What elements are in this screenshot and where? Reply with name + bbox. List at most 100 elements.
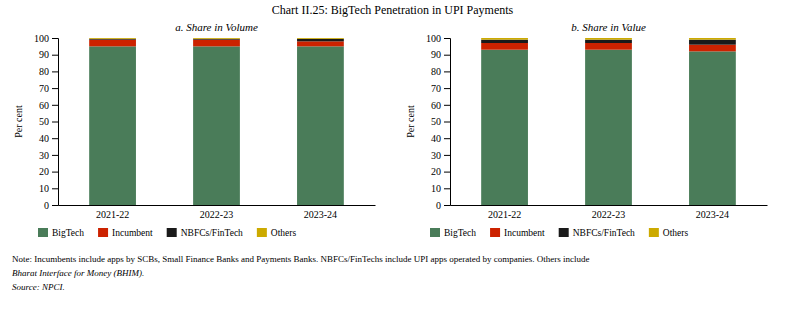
axis-line: [444, 39, 451, 206]
tick-mark: [444, 155, 450, 156]
tick-label: 2023-24: [696, 209, 729, 220]
legend-swatch: [649, 228, 659, 237]
tick-mark: [52, 172, 58, 173]
y-axis-title: Per cent: [13, 105, 24, 138]
tick: 90: [431, 49, 450, 60]
legend-item: NBFCs/FinTech: [167, 228, 243, 238]
tick-mark: [52, 55, 58, 56]
tick: 90: [39, 49, 58, 60]
bar: [193, 38, 240, 39]
tick-label: 60: [39, 100, 49, 111]
tick-label: 60: [431, 100, 441, 111]
tick: 10: [39, 183, 58, 194]
tick-mark: [444, 38, 450, 39]
tick: 20: [39, 166, 58, 177]
bar: [585, 50, 632, 205]
legend-label: BigTech: [444, 228, 476, 238]
bar: [481, 50, 528, 205]
tick: 50: [431, 116, 450, 127]
tick-mark: [52, 122, 58, 123]
bar: [193, 46, 240, 205]
tick-mark: [444, 105, 450, 106]
tick: 2022-23: [592, 209, 625, 220]
legend-item: Incumbent: [490, 228, 545, 238]
bar: [585, 40, 632, 43]
y-axis: 0102030405060708090100: [426, 33, 451, 211]
series: [89, 46, 344, 205]
tick-label: 70: [431, 83, 441, 94]
annotation: Source: NPCI.: [12, 282, 65, 292]
series: [481, 38, 736, 40]
subtitle: b. Share in Value: [571, 21, 646, 33]
legend-swatch: [167, 228, 177, 237]
legend-swatch: [98, 228, 108, 237]
tick-mark: [52, 105, 58, 106]
tick: 2021-22: [96, 209, 129, 220]
tick-mark: [52, 155, 58, 156]
title: Chart II.25: BigTech Penetration in UPI …: [272, 3, 514, 17]
tick-label: 80: [39, 66, 49, 77]
annotation: Note: Incumbents include apps by SCBs, S…: [12, 254, 590, 264]
tick-mark: [52, 138, 58, 139]
panel: b. Share in Value01020304050607080901002…: [405, 21, 768, 238]
tick-label: 30: [431, 150, 441, 161]
tick-label: 50: [431, 116, 441, 127]
tick-label: 100: [426, 33, 441, 44]
legend-swatch: [38, 228, 48, 237]
tick-mark: [444, 205, 450, 206]
y-axis: 0102030405060708090100: [34, 33, 59, 211]
legend-item: BigTech: [38, 228, 84, 238]
tick-mark: [52, 205, 58, 206]
tick: 100: [34, 33, 58, 44]
tick: 30: [431, 150, 450, 161]
series: [481, 40, 736, 45]
series: [89, 40, 344, 47]
tick-label: 40: [39, 133, 49, 144]
legend-item: BigTech: [430, 228, 476, 238]
y-axis-title: Per cent: [405, 105, 416, 138]
tick-mark: [444, 88, 450, 89]
chart-root: Chart II.25: BigTech Penetration in UPI …: [0, 0, 785, 321]
tick-label: 80: [431, 66, 441, 77]
bar: [689, 40, 736, 45]
tick-mark: [52, 188, 58, 189]
legend-swatch: [430, 228, 440, 237]
legend-item: Others: [257, 228, 297, 238]
series: [89, 39, 344, 42]
bar: [689, 51, 736, 205]
axis-line: [52, 39, 59, 206]
bars: [89, 38, 344, 205]
tick-label: 2022-23: [200, 209, 233, 220]
legend-item: NBFCs/FinTech: [559, 228, 635, 238]
tick: 70: [431, 83, 450, 94]
axis-line: [59, 205, 376, 206]
tick-mark: [444, 188, 450, 189]
bar: [297, 39, 344, 42]
bar: [89, 46, 136, 205]
x-axis: 2021-22 2022-23 2023-24: [451, 206, 768, 221]
tick-label: 50: [39, 116, 49, 127]
tick: 2021-22: [488, 209, 521, 220]
bar: [481, 40, 528, 43]
tick: 80: [39, 66, 58, 77]
tick: 80: [431, 66, 450, 77]
legend: BigTechIncumbentNBFCs/FinTechOthers: [38, 228, 296, 238]
tick-mark: [52, 38, 58, 39]
bar: [89, 38, 136, 40]
legend-swatch: [559, 228, 569, 237]
tick-mark: [444, 122, 450, 123]
bar: [193, 40, 240, 47]
tick: 50: [39, 116, 58, 127]
tick-label: 40: [431, 133, 441, 144]
tick-label: 30: [39, 150, 49, 161]
tick: 40: [39, 133, 58, 144]
axis-line: [451, 205, 768, 206]
tick-mark: [52, 88, 58, 89]
tick-label: 2023-24: [304, 209, 337, 220]
legend-label: NBFCs/FinTech: [181, 228, 243, 238]
bar: [297, 38, 344, 39]
bar: [481, 43, 528, 50]
tick-label: 70: [39, 83, 49, 94]
legend-label: Incumbent: [504, 228, 545, 238]
tick: 60: [431, 100, 450, 111]
